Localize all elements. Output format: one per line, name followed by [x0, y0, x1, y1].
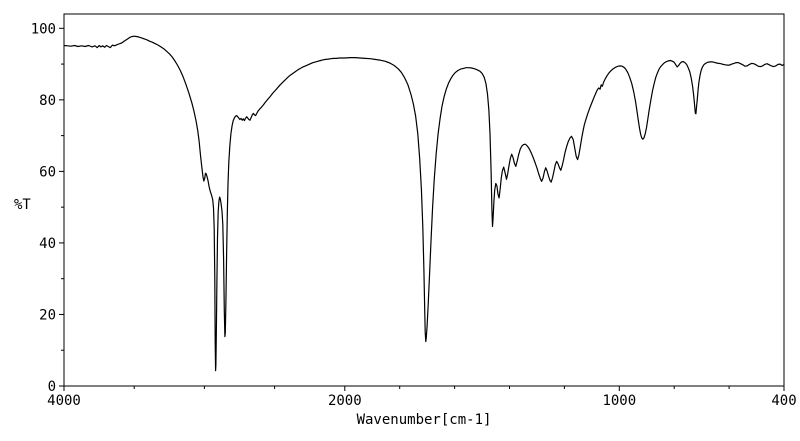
y-tick-label: 20 [39, 307, 56, 323]
y-axis-label: %T [14, 197, 31, 213]
y-tick-label: 60 [39, 164, 56, 180]
y-tick-label: 80 [39, 93, 56, 109]
plot-border [63, 13, 785, 387]
x-tick-label: 4000 [47, 393, 81, 409]
y-tick-label: 40 [39, 236, 56, 252]
x-tick-label: 2000 [328, 393, 362, 409]
y-tick-label: 100 [31, 21, 56, 37]
x-tick-label: 1000 [602, 393, 636, 409]
x-tick-label: 400 [771, 393, 796, 409]
spectrum-line [63, 35, 785, 372]
x-axis-label: Wavenumber[cm-1] [356, 412, 492, 428]
y-tick-label: 0 [48, 379, 56, 395]
